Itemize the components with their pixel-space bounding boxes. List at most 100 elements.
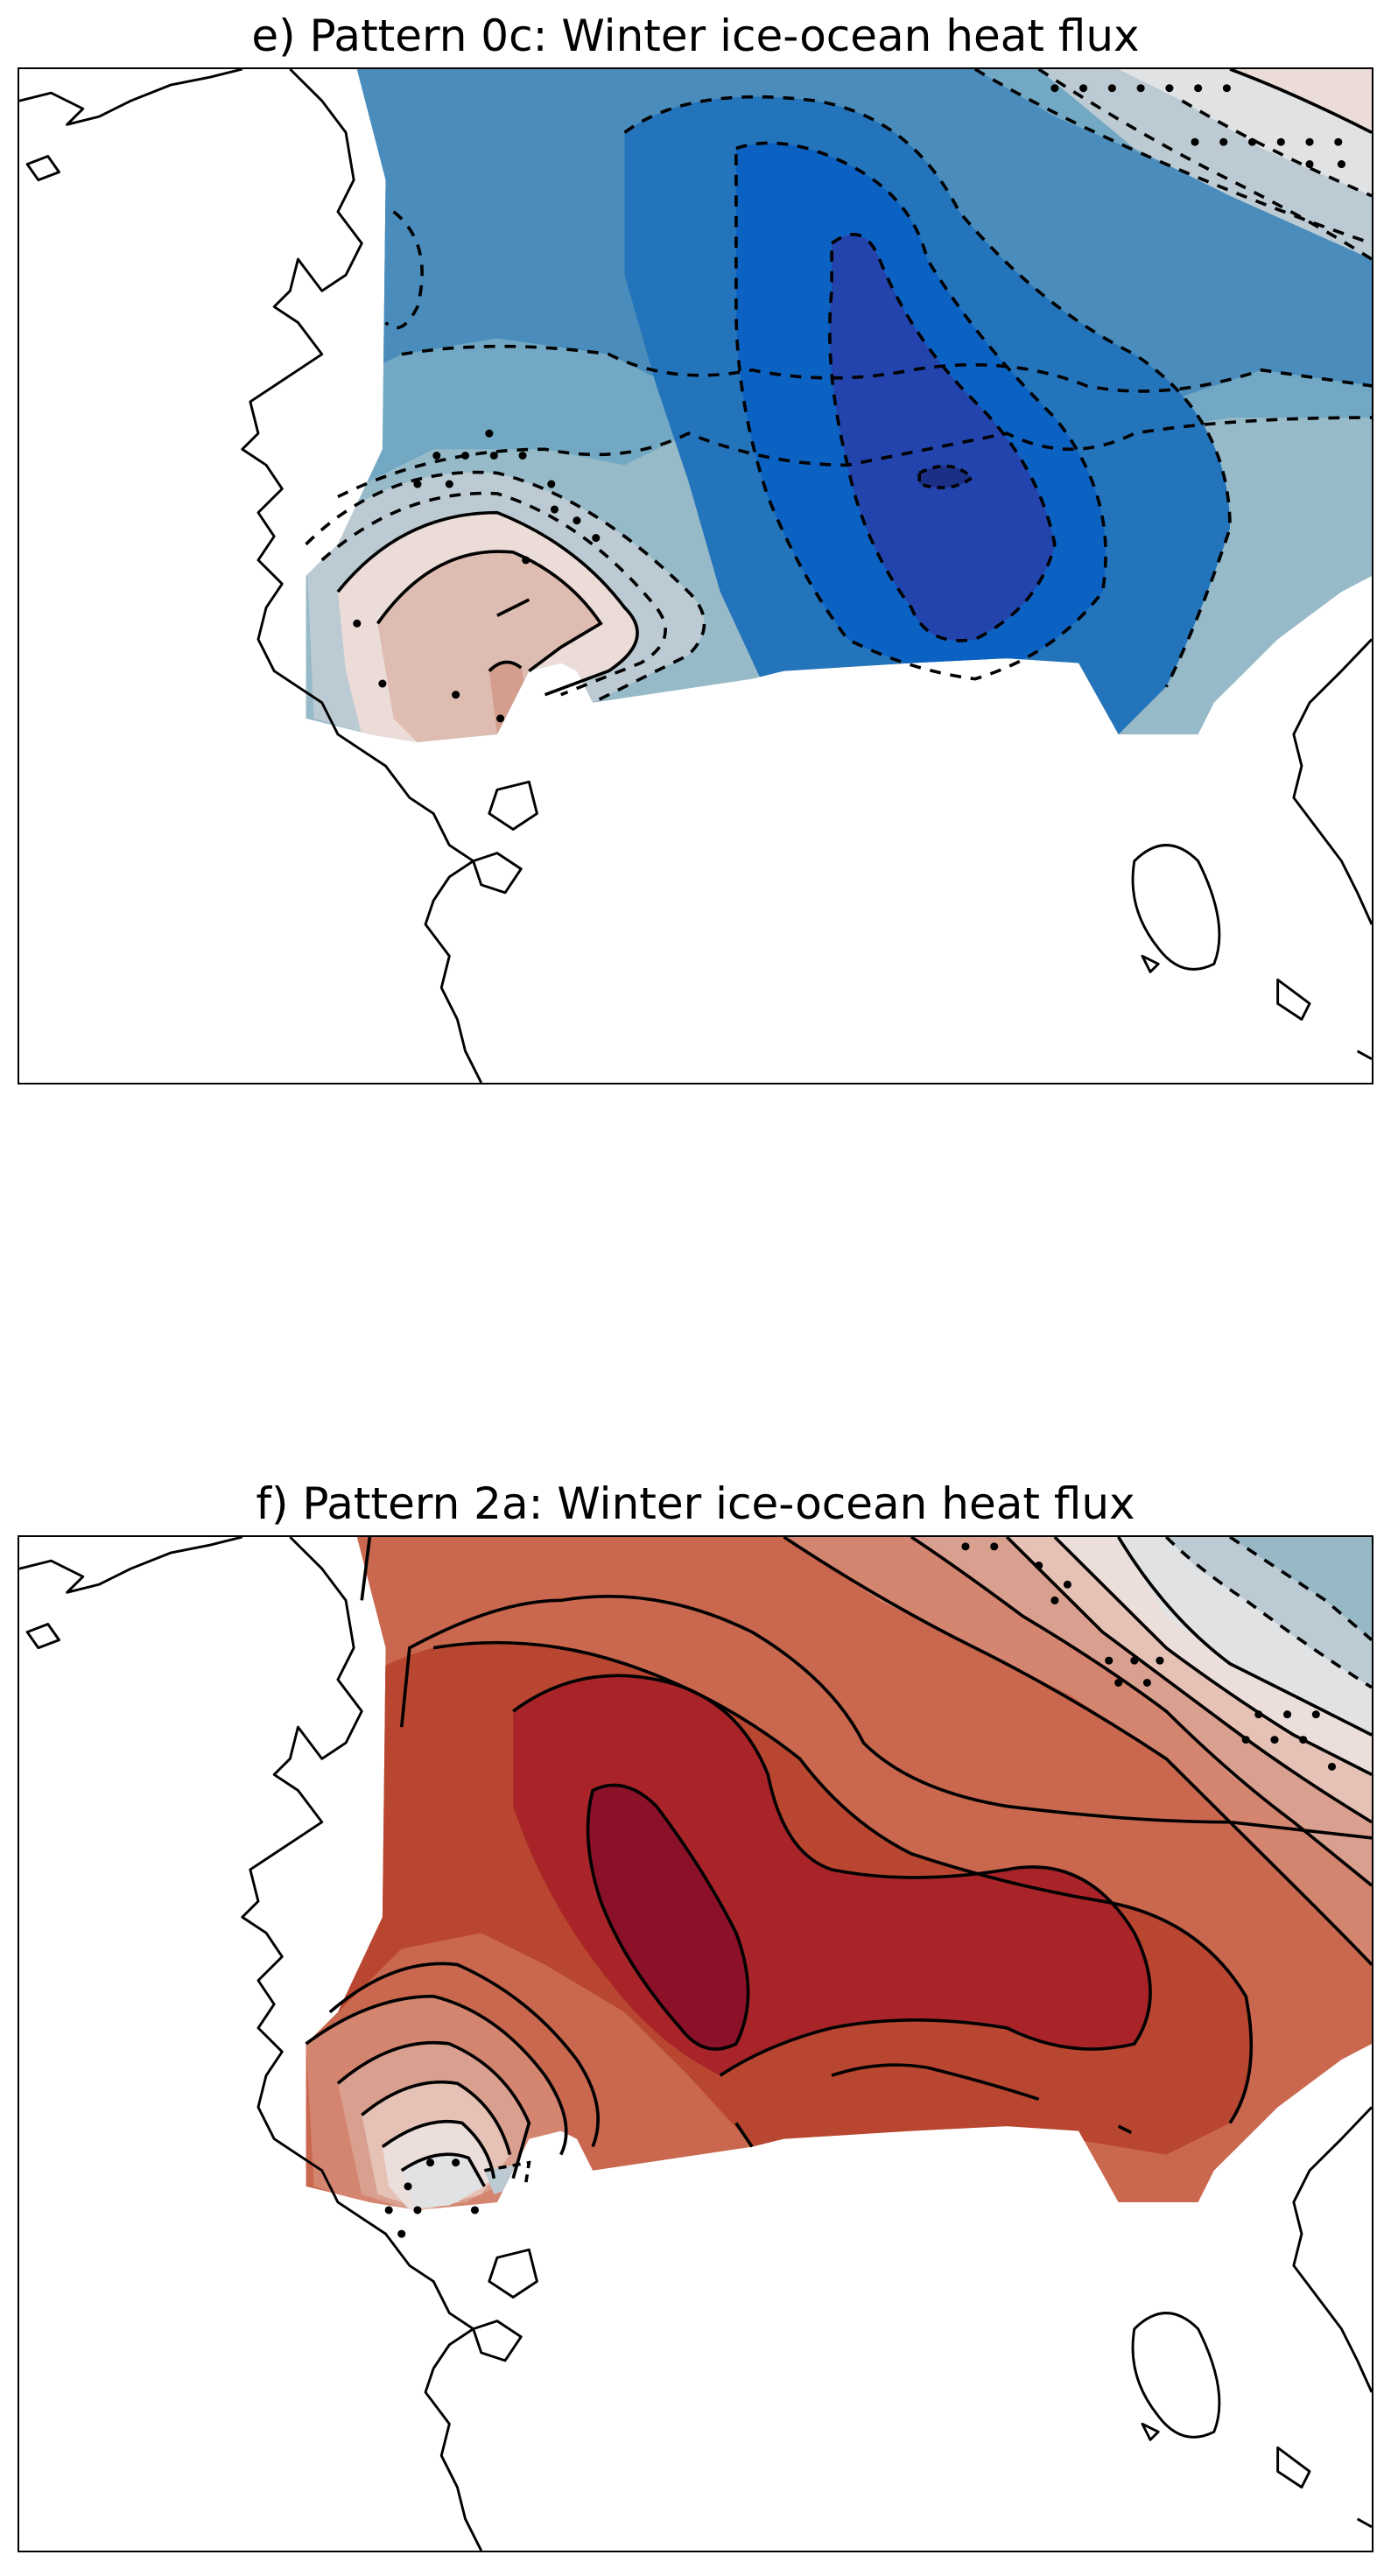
significance-dot (1276, 137, 1285, 146)
panel-e-map-svg (19, 69, 1372, 1083)
coastline (19, 1537, 243, 1594)
contour-positive (831, 2063, 1040, 2102)
significance-dot (1156, 1656, 1164, 1665)
significance-dot (1247, 137, 1257, 146)
coastline (25, 155, 60, 182)
contour-positive (496, 598, 530, 617)
contour-positive (336, 2040, 531, 2179)
contour-positive (399, 1595, 1372, 1840)
contour-positive (376, 550, 603, 673)
contour-negative (623, 95, 1232, 688)
significance-dot (353, 619, 362, 628)
significance-dot (413, 2206, 422, 2215)
panel-e-stippling (353, 84, 1345, 723)
contour-positive (381, 2119, 496, 2179)
contour-positive (1229, 69, 1372, 134)
significance-dot (1136, 84, 1145, 93)
contour-positive (328, 1962, 600, 2148)
contour-positive (361, 2080, 512, 2156)
significance-dot (384, 2206, 393, 2215)
significance-dot (413, 480, 422, 488)
panel-e-map (18, 67, 1373, 1084)
coastline (488, 780, 538, 831)
contour-positive (1117, 1537, 1372, 1737)
significance-dot (1050, 84, 1059, 93)
significance-dot (404, 2182, 412, 2191)
significance-dot (990, 1542, 999, 1551)
panel-e-title: e) Pattern 0c: Winter ice-ocean heat flu… (251, 11, 1140, 61)
significance-dot (1219, 137, 1228, 146)
panel-f-contours (305, 1537, 1372, 2187)
contour-positive (783, 1537, 1372, 1966)
contour-negative (384, 210, 424, 330)
significance-dot (1305, 137, 1314, 146)
significance-dot (1035, 1562, 1043, 1570)
significance-dot (518, 451, 527, 460)
contour-positive (360, 1537, 372, 1601)
contour-negative (484, 2160, 531, 2184)
panel-f-stippling (384, 1542, 1337, 2238)
significance-dot (425, 2158, 435, 2167)
significance-dot (1270, 1736, 1279, 1744)
contour-negative (1037, 69, 1372, 261)
coastline (488, 2248, 538, 2299)
field-minimum (919, 466, 973, 488)
significance-dot (961, 1542, 970, 1551)
field-weak-positive-lobe (377, 551, 601, 742)
contour-negative (973, 69, 1372, 245)
panel-f-title: f) Pattern 2a: Winter ice-ocean heat flu… (256, 1478, 1135, 1529)
coastline (1276, 978, 1311, 1021)
significance-dot (452, 691, 460, 699)
coastline (241, 1537, 483, 2551)
significance-dot (432, 451, 441, 460)
contour-positive (336, 510, 639, 697)
contour-positive (734, 2122, 754, 2148)
significance-dot (460, 451, 470, 460)
coastline (1356, 1049, 1372, 1061)
significance-dot (1114, 1678, 1123, 1687)
significance-dot (1334, 137, 1343, 146)
significance-dot (1311, 1710, 1320, 1719)
contour-positive (512, 1674, 1152, 2077)
significance-dot (1165, 84, 1174, 93)
contour-positive (1117, 2124, 1133, 2134)
significance-dot (489, 451, 498, 460)
contour-negative (320, 491, 667, 697)
field-strong-positive-edge (306, 1837, 362, 1957)
significance-dot (452, 2158, 460, 2167)
significance-dot (522, 556, 530, 565)
significance-dot (1305, 160, 1314, 169)
coastline (472, 852, 523, 895)
significance-dot (1283, 1710, 1292, 1719)
significance-dot (378, 679, 387, 688)
significance-dot (550, 505, 559, 514)
significance-dot (470, 2206, 480, 2215)
significance-dot (1107, 84, 1116, 93)
panel-f-map-svg (19, 1537, 1372, 2551)
coastline (241, 69, 483, 1083)
contour-negative (734, 141, 1107, 681)
significance-dot (1079, 84, 1088, 93)
significance-dot (1337, 160, 1345, 169)
contour-positive (1005, 1537, 1372, 1824)
significance-dot (445, 480, 453, 488)
significance-dot (1105, 1656, 1114, 1665)
significance-dot (547, 480, 556, 488)
contour-positive (910, 1537, 1372, 1887)
coastline (1131, 844, 1221, 971)
contour-negative (401, 344, 1372, 393)
coastline (1131, 2312, 1221, 2439)
panel-f-field (290, 1537, 1372, 2210)
contour-positive (305, 1994, 568, 2156)
contour-negative (1181, 99, 1372, 198)
significance-dot (1299, 1736, 1308, 1744)
significance-dot (1063, 1580, 1071, 1589)
panel-e-coastlines (19, 69, 1372, 1083)
coastline (1141, 954, 1160, 973)
coastline (25, 1623, 60, 1650)
significance-dot (397, 2229, 406, 2238)
coastline (1356, 2517, 1372, 2529)
field-neutral-lobe (401, 2154, 485, 2209)
significance-dot (1327, 1762, 1337, 1771)
contour-positive (586, 1783, 750, 2051)
